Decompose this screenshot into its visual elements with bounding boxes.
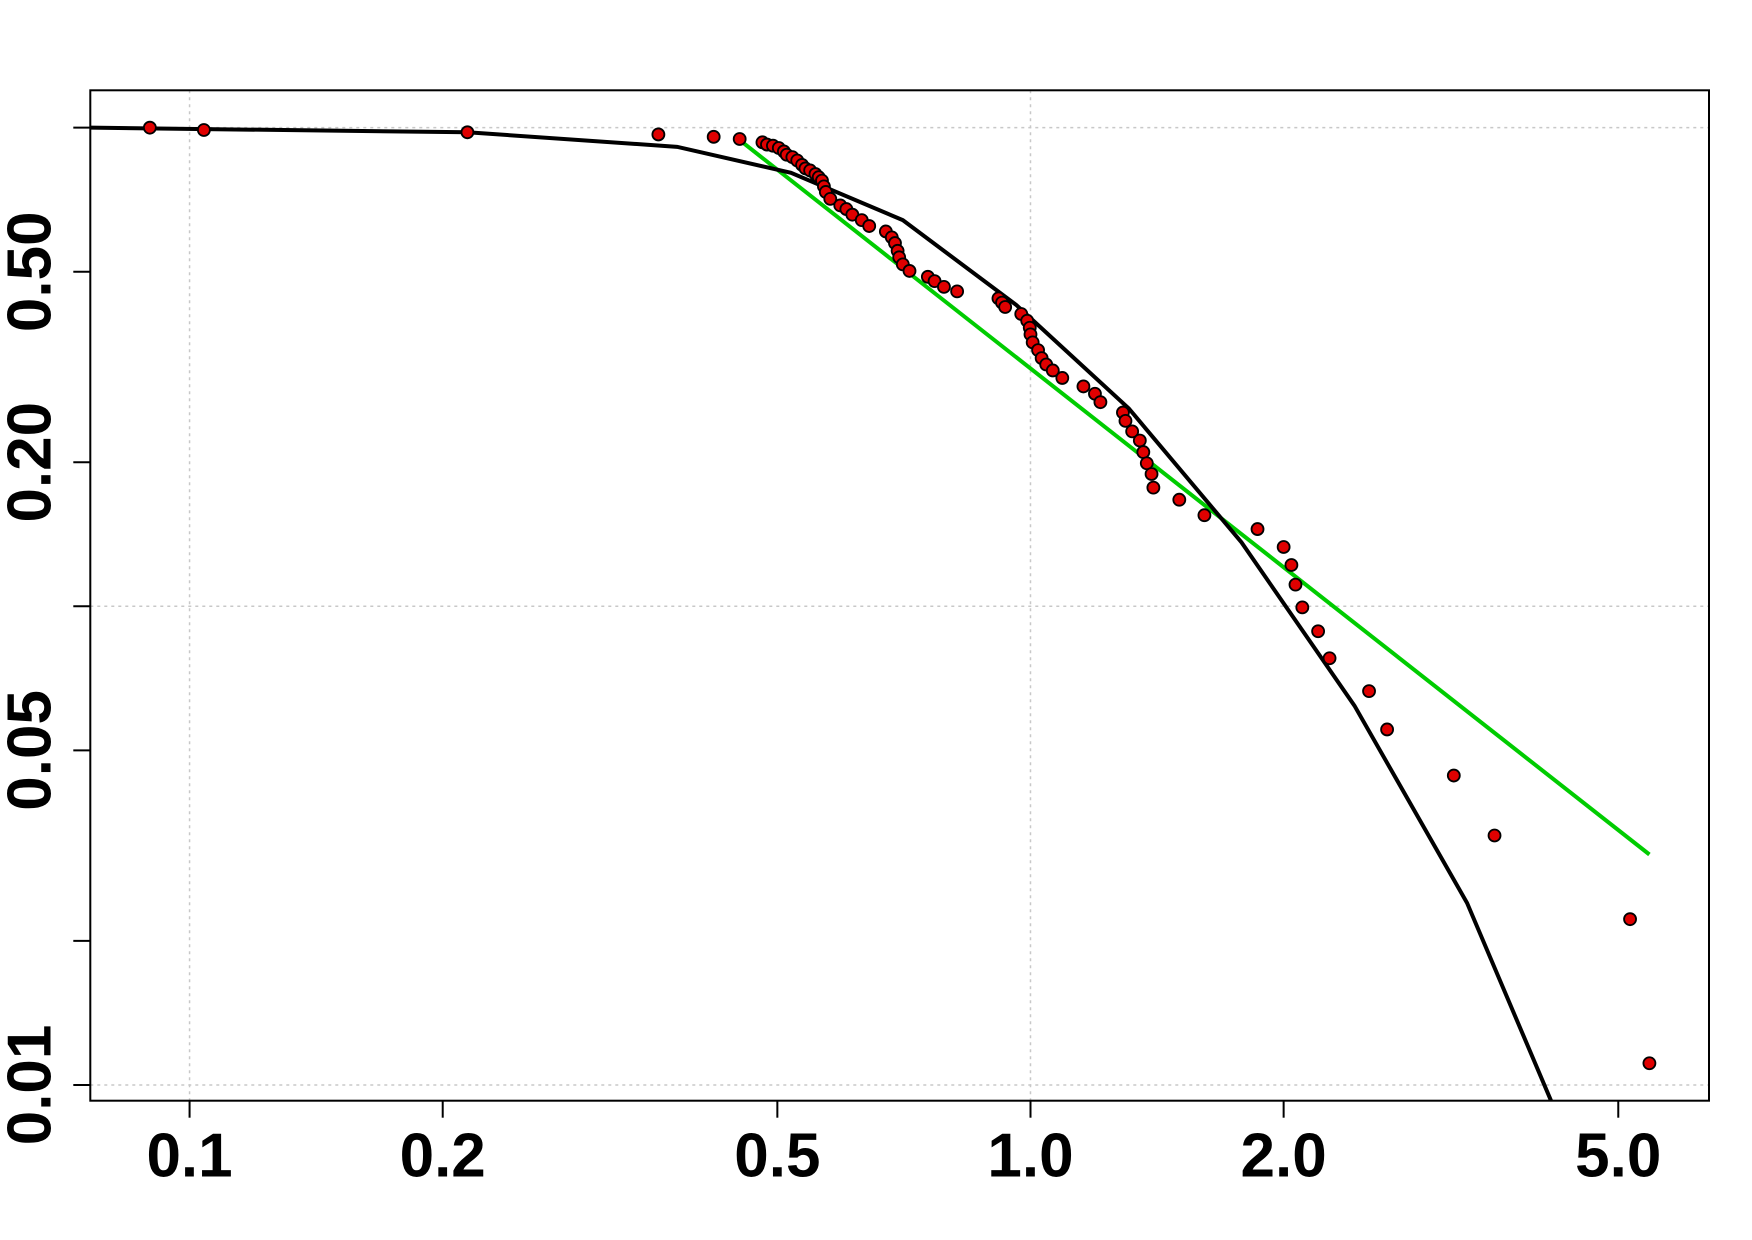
y-tick-label: 0.05 — [0, 690, 64, 811]
x-tick-label: 0.5 — [734, 1121, 820, 1190]
grid — [90, 90, 1709, 1101]
x-tick-label: 0.1 — [146, 1121, 232, 1190]
data-point — [1642, 1056, 1657, 1071]
data-point — [1118, 413, 1133, 428]
data-point — [1276, 540, 1291, 554]
data-point — [1446, 768, 1461, 783]
data-point — [1055, 371, 1070, 385]
data-point — [1093, 395, 1108, 410]
axes: 0.1 0.2 0.5 1.0 2.0 5.0 0.01 0.05 0.20 0.50 — [0, 126, 1661, 1190]
data-point — [1132, 433, 1147, 448]
data-point — [862, 219, 877, 233]
data-point — [1125, 424, 1140, 439]
data-point — [1136, 445, 1151, 459]
data-point — [1380, 722, 1394, 737]
data-point — [1045, 363, 1060, 378]
data-point — [142, 120, 157, 135]
data-point — [1295, 600, 1310, 615]
data-point — [950, 284, 965, 299]
y-tick-label: 0.20 — [0, 402, 64, 523]
data-point — [1623, 912, 1637, 927]
data-point — [196, 123, 211, 137]
data-point — [1144, 467, 1159, 481]
plot-area — [90, 120, 1657, 1101]
data-point — [1487, 828, 1502, 843]
data-point — [460, 125, 475, 140]
x-tick-label: 2.0 — [1241, 1121, 1327, 1190]
data-point — [732, 132, 747, 146]
data-point — [998, 300, 1013, 314]
x-tick-label: 5.0 — [1575, 1121, 1661, 1190]
data-point — [1284, 558, 1299, 572]
data-point — [1362, 684, 1376, 699]
data-point — [1288, 577, 1303, 592]
data-point — [902, 264, 917, 278]
data-point — [706, 129, 721, 144]
x-tick-label: 0.2 — [400, 1121, 486, 1190]
y-tick-label: 0.01 — [0, 1025, 64, 1146]
fit-line — [738, 138, 1651, 857]
data-point — [1322, 651, 1337, 666]
fit-line — [90, 125, 1553, 1101]
data-point — [1311, 624, 1326, 639]
x-tick-label: 1.0 — [987, 1121, 1073, 1190]
y-tick-label: 0.50 — [0, 211, 64, 332]
data-point — [1250, 522, 1265, 536]
data-point — [1172, 492, 1187, 507]
data-point — [651, 127, 666, 142]
data-point — [1197, 508, 1212, 523]
data-point — [1146, 480, 1161, 495]
plot-frame — [89, 89, 1710, 1102]
data-point — [1076, 379, 1091, 394]
data-point — [937, 279, 951, 294]
data-point — [823, 191, 838, 206]
